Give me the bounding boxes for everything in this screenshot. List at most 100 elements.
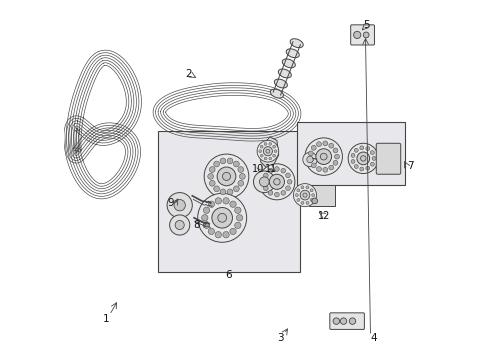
Circle shape: [315, 149, 331, 165]
Text: 1: 1: [102, 314, 109, 324]
Circle shape: [340, 318, 346, 324]
Text: 12: 12: [317, 211, 329, 221]
Circle shape: [223, 198, 229, 204]
Circle shape: [272, 145, 275, 148]
Ellipse shape: [274, 79, 287, 88]
Circle shape: [274, 167, 279, 171]
Circle shape: [354, 148, 358, 152]
Circle shape: [287, 180, 291, 184]
Circle shape: [223, 231, 229, 238]
Circle shape: [236, 215, 242, 221]
Circle shape: [167, 193, 192, 218]
Circle shape: [263, 173, 267, 178]
Circle shape: [350, 159, 354, 163]
Circle shape: [295, 194, 298, 197]
Circle shape: [350, 153, 354, 157]
Circle shape: [320, 153, 326, 160]
Circle shape: [281, 168, 285, 173]
Circle shape: [175, 220, 184, 230]
Circle shape: [316, 167, 321, 171]
Circle shape: [201, 215, 207, 221]
Circle shape: [308, 151, 313, 156]
Circle shape: [365, 166, 369, 170]
Text: 5: 5: [363, 20, 369, 30]
Circle shape: [209, 180, 215, 186]
Circle shape: [274, 150, 276, 153]
Circle shape: [213, 186, 219, 192]
Circle shape: [268, 157, 271, 160]
FancyBboxPatch shape: [329, 313, 364, 329]
Circle shape: [174, 199, 185, 211]
Circle shape: [311, 194, 314, 197]
Circle shape: [215, 231, 221, 238]
FancyBboxPatch shape: [158, 131, 300, 272]
Text: 4: 4: [370, 333, 377, 343]
Circle shape: [258, 164, 294, 200]
Circle shape: [365, 147, 369, 150]
Ellipse shape: [270, 89, 283, 98]
Circle shape: [258, 150, 261, 153]
Circle shape: [237, 180, 243, 186]
Circle shape: [360, 156, 366, 161]
Circle shape: [311, 145, 316, 150]
Circle shape: [273, 179, 280, 185]
Circle shape: [197, 193, 246, 242]
Circle shape: [347, 143, 378, 174]
Text: 9: 9: [167, 198, 174, 208]
Ellipse shape: [282, 59, 295, 68]
Circle shape: [309, 198, 312, 202]
Circle shape: [328, 143, 333, 148]
Text: 2: 2: [185, 69, 192, 79]
Circle shape: [293, 184, 316, 207]
Circle shape: [302, 193, 306, 197]
Circle shape: [308, 157, 313, 162]
Circle shape: [296, 189, 299, 192]
Circle shape: [264, 143, 266, 145]
Circle shape: [305, 138, 342, 175]
Circle shape: [300, 190, 309, 200]
Circle shape: [305, 186, 308, 189]
Circle shape: [209, 167, 215, 172]
Circle shape: [257, 140, 278, 162]
Text: 10: 10: [251, 164, 264, 174]
Circle shape: [371, 157, 375, 160]
Circle shape: [359, 167, 363, 171]
Circle shape: [237, 167, 243, 172]
Circle shape: [281, 190, 285, 195]
Circle shape: [222, 172, 230, 180]
Circle shape: [263, 186, 267, 190]
Circle shape: [267, 190, 272, 195]
Circle shape: [169, 215, 189, 235]
Circle shape: [208, 201, 214, 207]
Circle shape: [259, 177, 268, 187]
Text: 7: 7: [406, 161, 412, 171]
Circle shape: [203, 207, 209, 213]
Circle shape: [234, 222, 241, 229]
Circle shape: [369, 162, 373, 166]
Circle shape: [363, 32, 368, 38]
Circle shape: [220, 158, 225, 164]
Circle shape: [207, 174, 213, 179]
Circle shape: [354, 165, 358, 168]
FancyBboxPatch shape: [375, 143, 400, 174]
Circle shape: [260, 154, 263, 157]
Circle shape: [208, 228, 214, 235]
Circle shape: [309, 189, 312, 192]
Circle shape: [260, 145, 263, 148]
Circle shape: [285, 173, 290, 178]
Circle shape: [203, 222, 209, 229]
FancyBboxPatch shape: [296, 122, 404, 185]
Circle shape: [296, 198, 299, 202]
Circle shape: [267, 168, 272, 173]
FancyBboxPatch shape: [350, 25, 374, 45]
Circle shape: [322, 167, 327, 172]
Circle shape: [215, 198, 221, 204]
Circle shape: [226, 189, 232, 195]
Circle shape: [302, 152, 317, 167]
Circle shape: [233, 186, 239, 192]
Circle shape: [269, 174, 284, 189]
Circle shape: [211, 207, 232, 228]
Circle shape: [332, 160, 337, 165]
Circle shape: [311, 163, 316, 168]
Circle shape: [229, 201, 236, 207]
